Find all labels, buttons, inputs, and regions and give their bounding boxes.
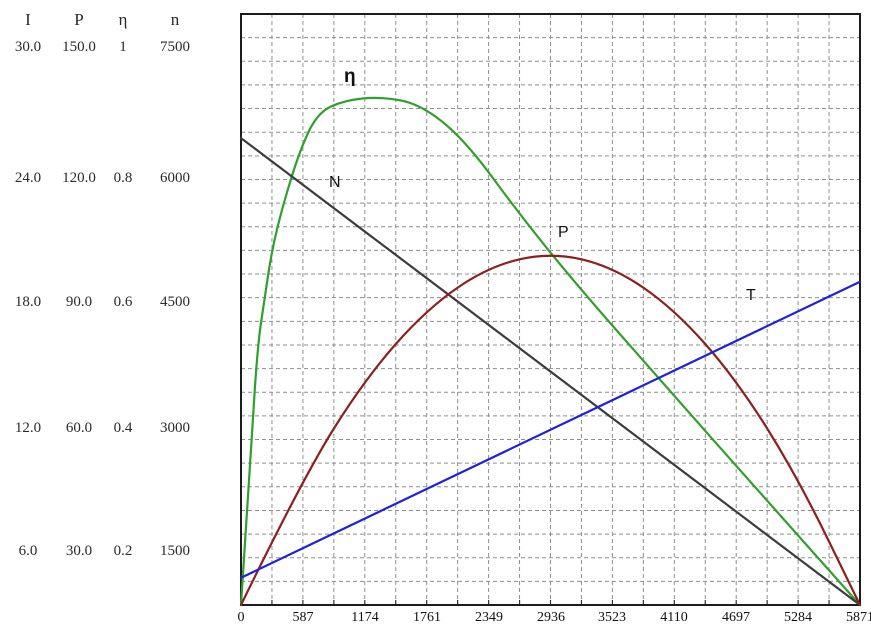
- scale-value: 30.0: [65, 543, 93, 559]
- scale-value: 1500: [160, 543, 190, 559]
- scale-value: 60.0: [65, 420, 93, 436]
- scale-row-2: 24.0 120.0 0.8 6000: [0, 169, 206, 187]
- col-header-speed: n: [170, 10, 180, 29]
- col-header-current: I: [25, 10, 31, 29]
- curve-label-speed: N: [329, 174, 341, 191]
- scale-row-5: 6.0 30.0 0.2 1500: [0, 542, 206, 560]
- x-tick: 4110: [660, 610, 688, 625]
- scale-value: 120.0: [62, 170, 96, 186]
- col-header-power: P: [74, 10, 84, 29]
- x-tick: 4697: [722, 610, 750, 625]
- x-tick: 2936: [537, 610, 565, 625]
- scale-value: 0.4: [113, 420, 133, 436]
- scale-value: 3000: [160, 420, 190, 436]
- col-header-efficiency: η: [118, 10, 128, 29]
- x-tick: 1174: [351, 610, 379, 625]
- x-tick: 2349: [475, 610, 503, 625]
- curve-P: [239, 254, 862, 607]
- x-tick: 3523: [598, 610, 626, 625]
- curve-N: [239, 137, 862, 607]
- plot-border: [240, 13, 861, 606]
- scale-value: 30.0: [14, 39, 42, 55]
- scale-table-header: I P η n: [0, 11, 206, 29]
- x-tick: 1761: [413, 610, 441, 625]
- scale-value: 90.0: [65, 294, 93, 310]
- scale-row-3: 18.0 90.0 0.6 4500: [0, 293, 206, 311]
- scale-value: 24.0: [14, 170, 42, 186]
- scale-value: 7500: [160, 39, 190, 55]
- scale-value: 0.8: [113, 170, 133, 186]
- scale-value: 6.0: [18, 543, 38, 559]
- scale-row-1: 30.0 150.0 1 7500: [0, 38, 206, 56]
- scale-value: 150.0: [62, 39, 96, 55]
- x-tick: 0: [237, 610, 245, 625]
- scale-value: 6000: [160, 170, 190, 186]
- scale-row-4: 12.0 60.0 0.4 3000: [0, 419, 206, 437]
- scale-value: 12.0: [14, 420, 42, 436]
- scale-value: 0.2: [113, 543, 133, 559]
- x-tick: 5871: [846, 610, 871, 625]
- curve-eta: [239, 96, 862, 607]
- curve-label-eta: η: [344, 66, 356, 87]
- scale-value: 0.6: [113, 294, 133, 310]
- curve-T: [239, 280, 862, 579]
- curve-label-torque-line: T: [746, 287, 756, 304]
- scale-value: 1: [119, 39, 127, 55]
- curve-label-power: P: [558, 224, 569, 241]
- scale-value: 18.0: [14, 294, 42, 310]
- x-tick: 587: [292, 610, 314, 625]
- scale-value: 4500: [160, 294, 190, 310]
- x-tick: 5284: [784, 610, 812, 625]
